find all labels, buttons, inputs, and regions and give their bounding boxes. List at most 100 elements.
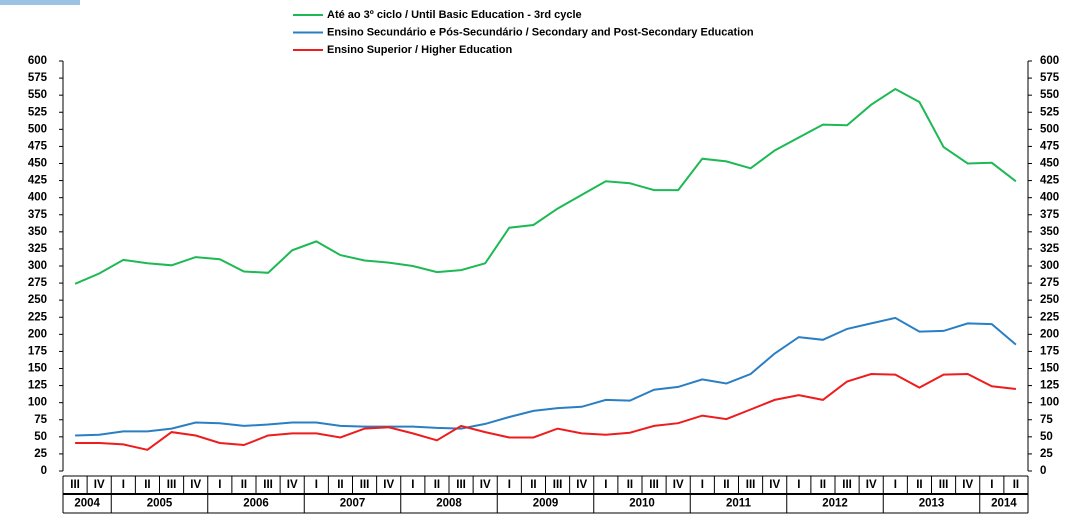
series-line (75, 316, 1017, 437)
x-tick-label: IV (673, 479, 684, 491)
x-tick-label: II (241, 479, 247, 491)
y2-tick-label: 150 (1040, 363, 1059, 375)
x-tick-label: I (894, 479, 897, 491)
x-tick-label: III (263, 479, 273, 491)
x-tick-label: IV (962, 479, 973, 491)
x-tick-label: IV (576, 479, 587, 491)
y-tick-label: 25 (34, 448, 47, 460)
x-tick-label: II (434, 479, 440, 491)
x-tick-label: I (990, 479, 993, 491)
y-tick-label: 375 (28, 209, 48, 221)
x-tick-label: IV (480, 479, 491, 491)
x-tick-label: III (939, 479, 949, 491)
year-label: 2005 (147, 498, 173, 510)
y-tick-label: 200 (28, 328, 47, 340)
y2-tick-label: 425 (1040, 175, 1060, 187)
y-tick-label: 100 (28, 397, 47, 409)
y2-tick-label: 400 (1040, 192, 1059, 204)
x-tick-label: III (553, 479, 563, 491)
x-tick-label: III (649, 479, 659, 491)
y2-tick-label: 475 (1040, 140, 1060, 152)
y2-tick-label: 300 (1040, 260, 1059, 272)
y-tick-label: 225 (28, 311, 48, 323)
x-tick-label: IV (287, 479, 298, 491)
y-tick-label: 125 (28, 380, 48, 392)
y2-tick-label: 550 (1040, 89, 1059, 101)
y-tick-label: 150 (28, 363, 47, 375)
x-tick-label: II (530, 479, 536, 491)
x-tick-label: III (842, 479, 852, 491)
x-tick-label: III (167, 479, 177, 491)
y2-tick-label: 225 (1040, 311, 1060, 323)
y-tick-label: 525 (28, 106, 48, 118)
legend-label: Até ao 3º ciclo / Until Basic Education … (327, 9, 582, 21)
y2-tick-label: 0 (1040, 465, 1046, 477)
series-line (74, 87, 1017, 285)
y2-tick-label: 575 (1040, 72, 1060, 84)
x-tick-label: I (604, 479, 607, 491)
legend-label: Ensino Superior / Higher Education (327, 44, 512, 56)
y2-tick-label: 600 (1040, 55, 1059, 67)
year-label: 2010 (629, 498, 655, 510)
year-label: 2008 (436, 498, 462, 510)
x-tick-label: I (218, 479, 221, 491)
y-tick-label: 600 (28, 55, 47, 67)
x-tick-label: II (144, 479, 150, 491)
x-tick-label: I (797, 479, 800, 491)
x-tick-label: IV (769, 479, 780, 491)
x-tick-label: I (411, 479, 414, 491)
y-tick-label: 575 (28, 72, 48, 84)
year-label: 2009 (533, 498, 559, 510)
y-tick-label: 275 (28, 277, 48, 289)
legend-label: Ensino Secundário e Pós-Secundário / Sec… (327, 26, 754, 38)
y2-tick-label: 50 (1040, 431, 1053, 443)
y-tick-label: 475 (28, 140, 48, 152)
y2-tick-label: 200 (1040, 328, 1059, 340)
y2-tick-label: 75 (1040, 414, 1053, 426)
x-tick-label: II (723, 479, 729, 491)
year-label: 2006 (243, 498, 269, 510)
x-tick-label: III (70, 479, 80, 491)
x-tick-label: IV (866, 479, 877, 491)
y-tick-label: 325 (28, 243, 48, 255)
x-tick-label: III (360, 479, 370, 491)
y-tick-label: 0 (41, 465, 47, 477)
x-tick-label: II (1013, 479, 1019, 491)
x-tick-label: III (456, 479, 466, 491)
y2-tick-label: 25 (1040, 448, 1053, 460)
year-label: 2013 (919, 498, 945, 510)
y2-tick-label: 275 (1040, 277, 1060, 289)
y2-tick-label: 250 (1040, 294, 1059, 306)
header-strip (0, 0, 80, 5)
x-tick-label: IV (383, 479, 394, 491)
y2-tick-label: 500 (1040, 123, 1059, 135)
x-tick-label: IV (190, 479, 201, 491)
y-tick-label: 75 (34, 414, 47, 426)
x-tick-label: II (916, 479, 922, 491)
y-tick-label: 425 (28, 175, 48, 187)
series-line (75, 372, 1017, 451)
y-tick-label: 50 (34, 431, 47, 443)
y2-tick-label: 325 (1040, 243, 1060, 255)
y2-tick-label: 350 (1040, 226, 1059, 238)
y2-tick-label: 450 (1040, 158, 1059, 170)
x-tick-label: II (627, 479, 633, 491)
y-tick-label: 500 (28, 123, 47, 135)
x-tick-label: II (337, 479, 343, 491)
year-label: 2007 (340, 498, 366, 510)
year-label: 2012 (822, 498, 848, 510)
y2-tick-label: 525 (1040, 106, 1060, 118)
y2-tick-label: 375 (1040, 209, 1060, 221)
year-label: 2014 (991, 498, 1017, 510)
y-tick-label: 300 (28, 260, 47, 272)
y2-tick-label: 125 (1040, 380, 1060, 392)
y2-tick-label: 175 (1040, 345, 1060, 357)
x-tick-label: III (746, 479, 756, 491)
x-tick-label: I (122, 479, 125, 491)
y-tick-label: 400 (28, 192, 47, 204)
x-tick-label: II (820, 479, 826, 491)
y-tick-label: 175 (28, 345, 48, 357)
y-tick-label: 350 (28, 226, 47, 238)
y2-tick-label: 100 (1040, 397, 1059, 409)
